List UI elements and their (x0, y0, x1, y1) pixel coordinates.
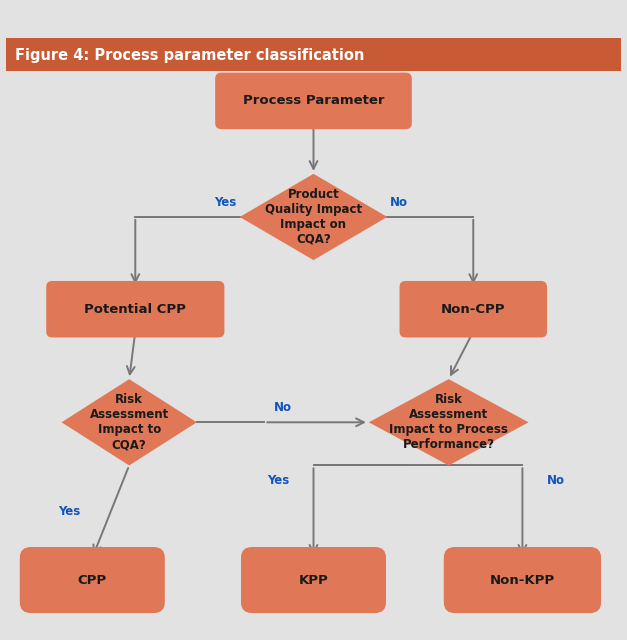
FancyBboxPatch shape (444, 547, 601, 613)
Text: No: No (390, 196, 408, 209)
Text: Yes: Yes (214, 196, 237, 209)
Text: Yes: Yes (266, 474, 289, 487)
Polygon shape (240, 174, 387, 260)
Text: Risk
Assessment
Impact to
CQA?: Risk Assessment Impact to CQA? (90, 394, 169, 451)
Polygon shape (369, 379, 529, 465)
FancyBboxPatch shape (399, 281, 547, 337)
Text: No: No (273, 401, 292, 414)
Text: Product
Quality Impact
Impact on
CQA?: Product Quality Impact Impact on CQA? (265, 188, 362, 246)
Text: Figure 4: Process parameter classification: Figure 4: Process parameter classificati… (16, 47, 365, 63)
Text: Risk
Assessment
Impact to Process
Performance?: Risk Assessment Impact to Process Perfor… (389, 394, 508, 451)
Text: No: No (547, 474, 565, 487)
Text: KPP: KPP (298, 573, 329, 586)
FancyBboxPatch shape (215, 72, 412, 129)
Text: Non-KPP: Non-KPP (490, 573, 555, 586)
Text: CPP: CPP (78, 573, 107, 586)
FancyBboxPatch shape (241, 547, 386, 613)
FancyBboxPatch shape (20, 547, 165, 613)
Polygon shape (61, 379, 197, 465)
Text: Yes: Yes (58, 505, 80, 518)
FancyBboxPatch shape (46, 281, 224, 337)
Text: Process Parameter: Process Parameter (243, 94, 384, 108)
Text: Potential CPP: Potential CPP (85, 303, 186, 316)
FancyBboxPatch shape (6, 38, 621, 71)
Text: Non-CPP: Non-CPP (441, 303, 505, 316)
